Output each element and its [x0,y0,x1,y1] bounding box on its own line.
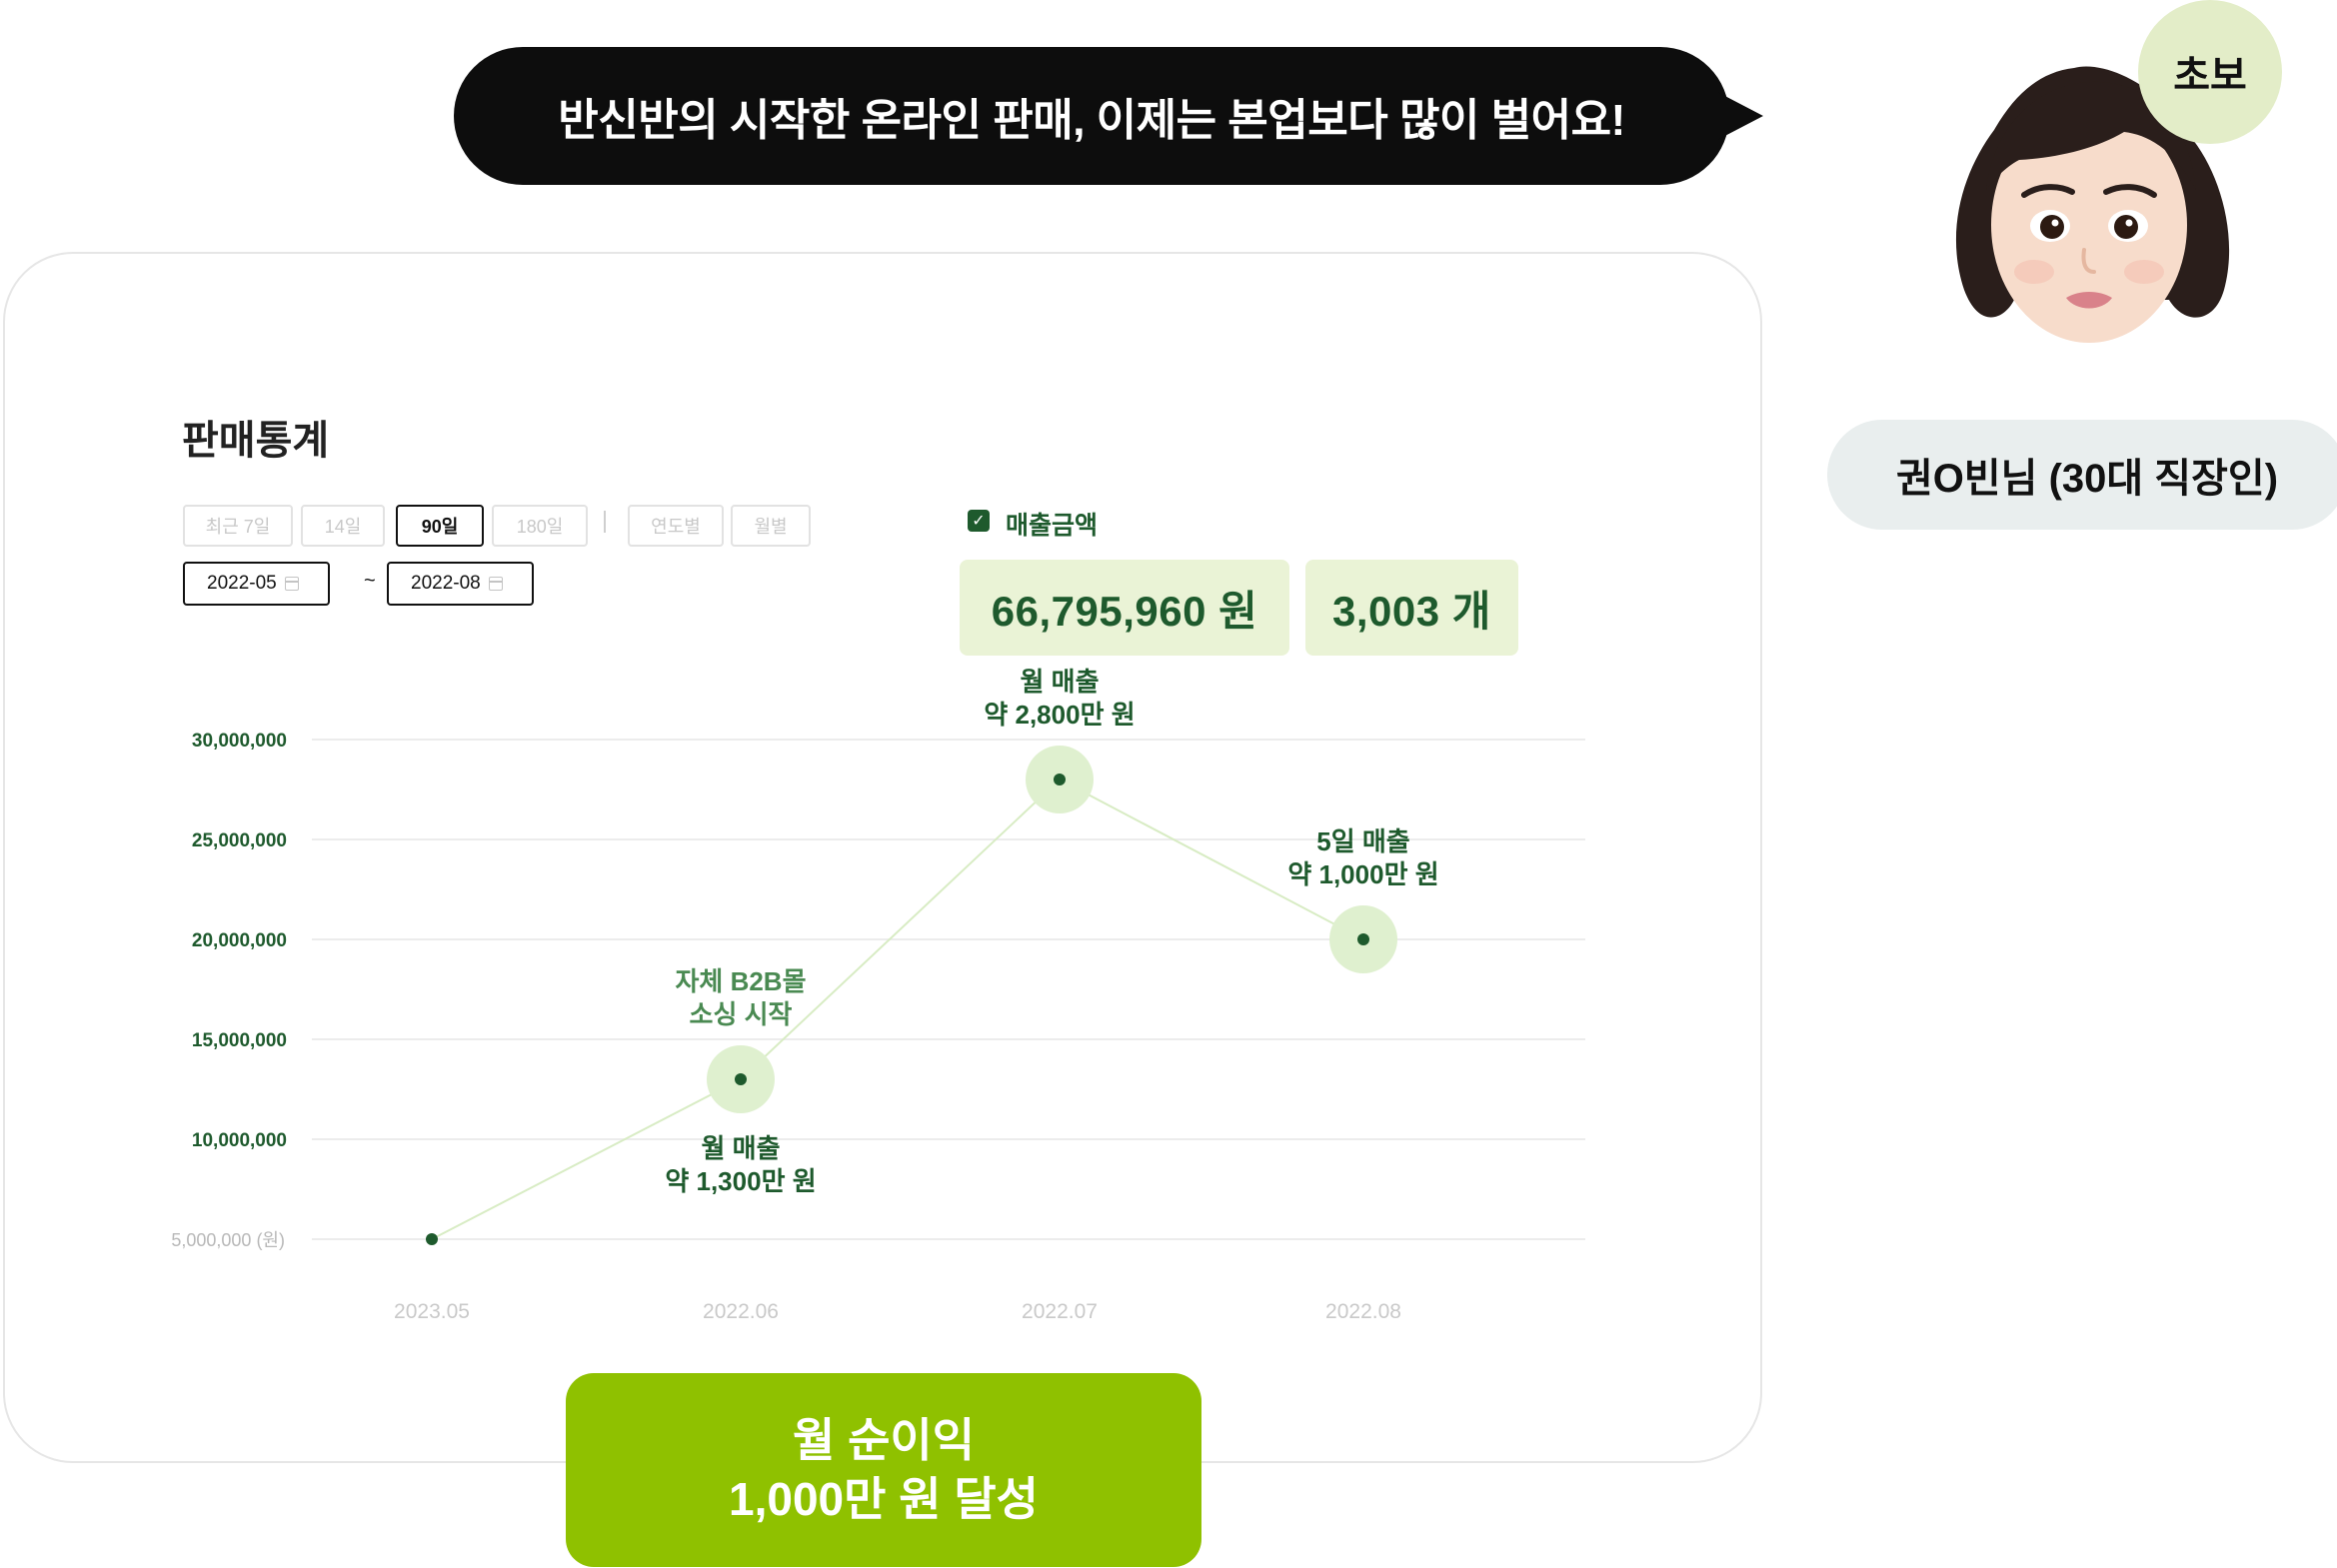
total-count-box: 3,003 개 [1305,560,1518,656]
x-tick-label: 2022.08 [1325,1300,1401,1323]
date-range-separator: ~ [364,570,376,592]
data-annotation-label: 월 매출 [1021,667,1100,697]
memoji-avatar-icon [1924,40,2254,350]
data-point [1357,933,1369,945]
x-tick-label: 2022.07 [1022,1300,1098,1323]
metric-checkbox[interactable]: ✓ [968,510,990,532]
total-amount-value: 66,795,960 원 [991,587,1258,635]
data-annotation-label: 소싱 시작 [690,999,793,1029]
period-btn-monthly[interactable]: 월별 [731,505,811,547]
metric-label: 매출금액 [1006,512,1099,540]
user-name-pill: 권O빈님 (30대 직장인) [1827,420,2337,530]
date-from-input[interactable]: 2022-05 [183,562,330,606]
y-tick-label: 20,000,000 [192,930,287,951]
date-to-value: 2022-08 [411,573,481,594]
date-to-input[interactable]: 2022-08 [387,562,534,606]
total-amount-box: 66,795,960 원 [960,560,1289,656]
period-btn-yearly[interactable]: 연도별 [628,505,724,547]
period-btn-180d[interactable]: 180일 [492,505,588,547]
data-point [426,1233,438,1245]
data-annotation-label: 약 1,300만 원 [665,1166,816,1196]
y-tick-label: 15,000,000 [192,1030,287,1051]
profit-cta-badge: 월 순이익 1,000만 원 달성 [566,1373,1201,1567]
card-title: 판매통계 [182,419,330,463]
speech-bubble-text: 반신반의 시작한 온라인 판매, 이제는 본업보다 많이 벌어요! [558,96,1625,145]
level-badge: 초보 [2138,0,2282,144]
y-tick-label: 5,000,000 (원) [171,1230,285,1250]
data-annotation-label: 약 2,800만 원 [984,700,1135,730]
date-from-value: 2022-05 [207,573,277,594]
data-annotation-label: 약 1,000만 원 [1287,859,1438,889]
series-line [431,778,1364,1240]
calendar-icon [284,577,299,591]
data-point [1054,774,1066,785]
cta-line-1: 월 순이익 [792,1414,976,1467]
sales-stats-card [3,252,1762,1463]
x-tick-label: 2023.05 [394,1300,470,1323]
period-btn-14d[interactable]: 14일 [301,505,385,547]
y-tick-label: 25,000,000 [192,830,287,851]
cta-line-2: 1,000만 원 달성 [729,1473,1039,1525]
data-annotation-label: 자체 B2B몰 [676,966,807,996]
speech-bubble-tail [1717,92,1763,140]
speech-bubble: 반신반의 시작한 온라인 판매, 이제는 본업보다 많이 벌어요! [454,47,1729,185]
data-annotation-label: 5일 매출 [1316,826,1409,856]
y-tick-label: 10,000,000 [192,1130,287,1151]
y-tick-label: 30,000,000 [192,731,287,752]
data-point [735,1073,747,1085]
period-btn-90d[interactable]: 90일 [396,505,484,547]
x-tick-label: 2022.06 [703,1300,779,1323]
user-name-text: 권O빈님 (30대 직장인) [1895,457,2279,501]
period-separator [604,511,606,533]
period-btn-7d[interactable]: 최근 7일 [183,505,293,547]
data-annotation-label: 월 매출 [702,1133,781,1163]
total-count-value: 3,003 개 [1332,587,1491,635]
calendar-icon [488,577,503,591]
level-badge-text: 초보 [2173,54,2247,98]
